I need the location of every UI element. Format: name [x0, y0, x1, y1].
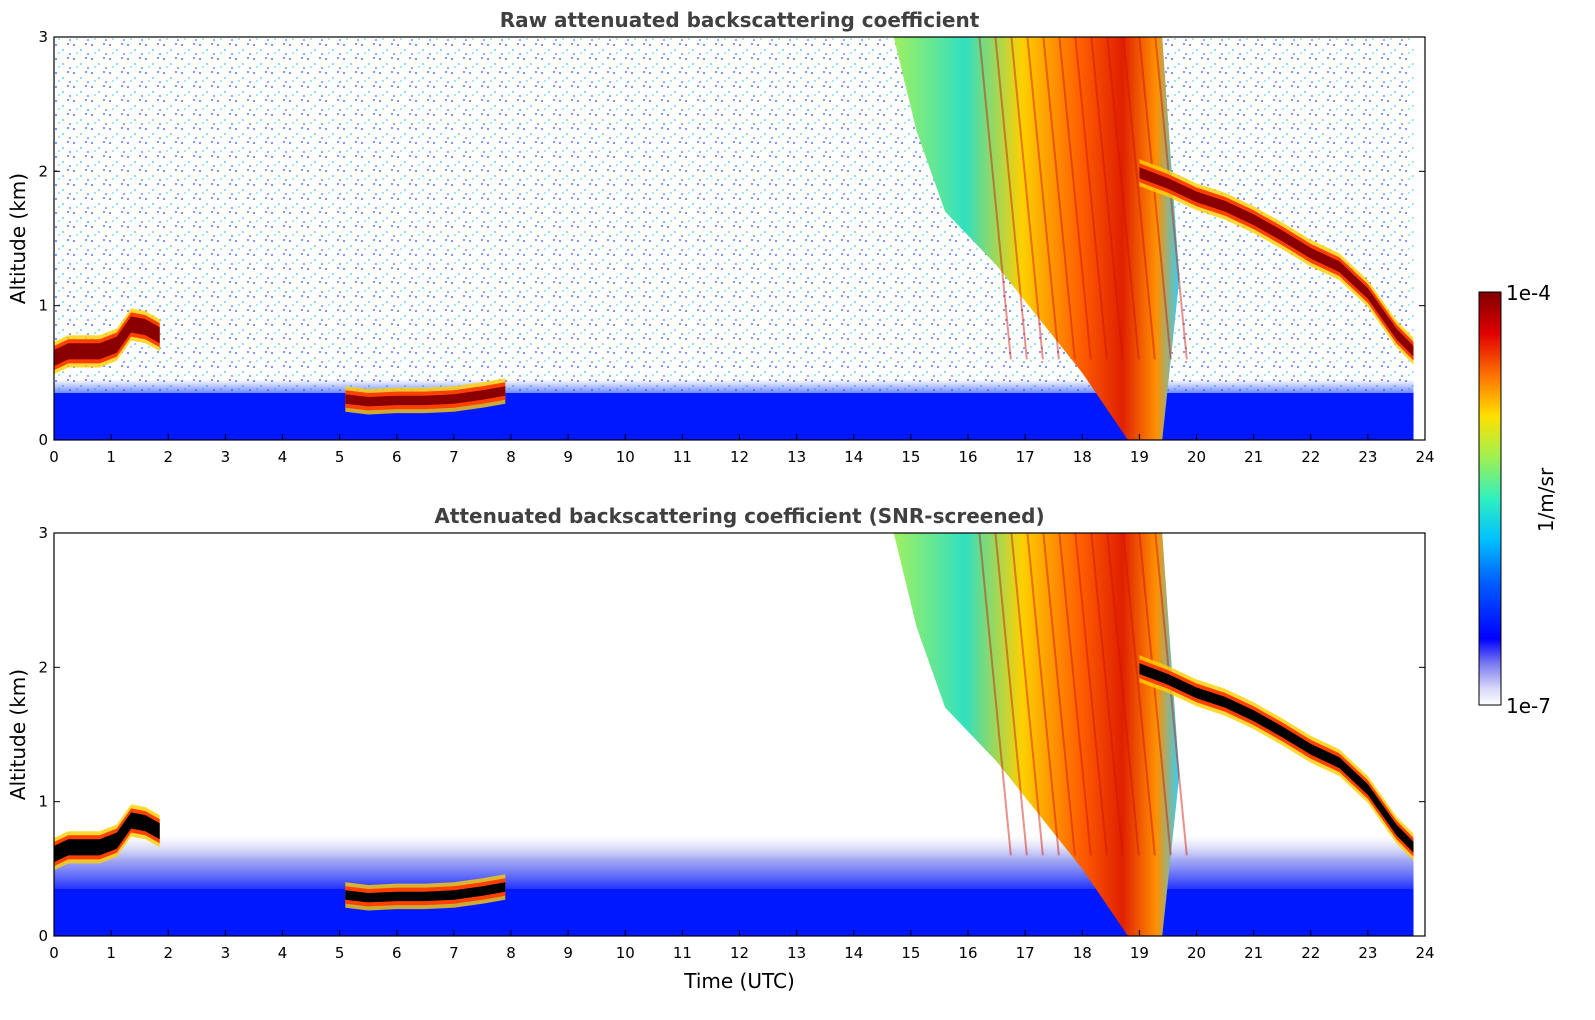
low-cloud: [345, 874, 506, 911]
precipitation-virga: [893, 37, 1188, 440]
x-tick-label: 16: [958, 944, 977, 962]
plot-area: [54, 533, 1425, 936]
y-tick-label: 2: [38, 162, 48, 180]
precipitation-virga: [893, 533, 1188, 936]
panel-title: Raw attenuated backscattering coefficien…: [500, 8, 980, 32]
panel-title: Attenuated backscattering coefficient (S…: [434, 504, 1044, 528]
x-tick-label: 17: [1016, 448, 1035, 466]
x-tick-label: 9: [563, 944, 573, 962]
morning-cloud: [54, 804, 160, 871]
x-axis-label: Time (UTC): [683, 969, 795, 993]
colorbar: 1e-4 1e-7 1/m/sr: [1478, 281, 1558, 718]
x-tick-label: 21: [1244, 944, 1263, 962]
x-tick-label: 3: [221, 448, 231, 466]
x-tick-label: 20: [1187, 448, 1206, 466]
x-tick-label: 8: [506, 944, 516, 962]
x-tick-label: 14: [844, 944, 863, 962]
noise-field: [54, 37, 1414, 440]
y-tick-label: 0: [38, 431, 48, 449]
x-tick-label: 2: [163, 448, 173, 466]
panel-2: Attenuated backscattering coefficient (S…: [6, 504, 1435, 993]
x-tick-label: 14: [844, 448, 863, 466]
x-tick-label: 13: [787, 944, 806, 962]
no-data-region: [1413, 533, 1425, 936]
x-tick-label: 0: [49, 448, 59, 466]
cirrus-layer: [1139, 655, 1414, 861]
x-tick-label: 6: [392, 448, 402, 466]
x-tick-label: 22: [1301, 944, 1320, 962]
x-tick-label: 15: [901, 944, 920, 962]
x-tick-label: 24: [1415, 448, 1434, 466]
x-tick-label: 19: [1130, 944, 1149, 962]
surface-layer: [54, 392, 1414, 440]
x-tick-label: 4: [278, 944, 288, 962]
low-cloud: [345, 378, 506, 415]
panel-1: Raw attenuated backscattering coefficien…: [6, 8, 1435, 466]
x-tick-label: 5: [335, 448, 345, 466]
plot-area: [54, 37, 1425, 440]
x-tick-label: 0: [49, 944, 59, 962]
x-tick-label: 1: [106, 944, 116, 962]
x-tick-label: 10: [616, 448, 635, 466]
no-data-region: [1413, 37, 1425, 440]
x-tick-label: 23: [1358, 448, 1377, 466]
x-tick-label: 9: [563, 448, 573, 466]
x-tick-label: 19: [1130, 448, 1149, 466]
x-tick-label: 21: [1244, 448, 1263, 466]
x-tick-label: 7: [449, 448, 459, 466]
colorbar-gradient: [1478, 291, 1502, 706]
colorbar-max-label: 1e-4: [1506, 281, 1551, 305]
y-tick-label: 1: [38, 793, 48, 811]
x-tick-label: 10: [616, 944, 635, 962]
morning-cloud: [54, 308, 160, 375]
x-tick-label: 16: [958, 448, 977, 466]
x-tick-label: 2: [163, 944, 173, 962]
x-tick-label: 20: [1187, 944, 1206, 962]
x-tick-label: 24: [1415, 944, 1434, 962]
x-tick-label: 11: [673, 944, 692, 962]
x-tick-label: 13: [787, 448, 806, 466]
colorbar-min-label: 1e-7: [1506, 694, 1551, 718]
x-tick-label: 15: [901, 448, 920, 466]
y-axis-label: Altitude (km): [6, 173, 30, 304]
y-tick-label: 3: [38, 28, 48, 46]
colorbar-unit-label: 1/m/sr: [1534, 467, 1558, 532]
cirrus-layer: [1139, 159, 1414, 365]
x-tick-label: 18: [1073, 448, 1092, 466]
y-axis-label: Altitude (km): [6, 669, 30, 800]
x-tick-label: 5: [335, 944, 345, 962]
x-tick-label: 23: [1358, 944, 1377, 962]
y-tick-label: 3: [38, 524, 48, 542]
x-tick-label: 12: [730, 448, 749, 466]
y-tick-label: 1: [38, 297, 48, 315]
x-tick-label: 4: [278, 448, 288, 466]
x-tick-label: 22: [1301, 448, 1320, 466]
x-tick-label: 18: [1073, 944, 1092, 962]
surface-layer: [54, 888, 1414, 936]
x-tick-label: 6: [392, 944, 402, 962]
x-tick-label: 8: [506, 448, 516, 466]
x-tick-label: 17: [1016, 944, 1035, 962]
x-tick-label: 11: [673, 448, 692, 466]
x-tick-label: 7: [449, 944, 459, 962]
y-tick-label: 0: [38, 927, 48, 945]
x-tick-label: 1: [106, 448, 116, 466]
x-tick-label: 3: [221, 944, 231, 962]
y-tick-label: 2: [38, 658, 48, 676]
x-tick-label: 12: [730, 944, 749, 962]
